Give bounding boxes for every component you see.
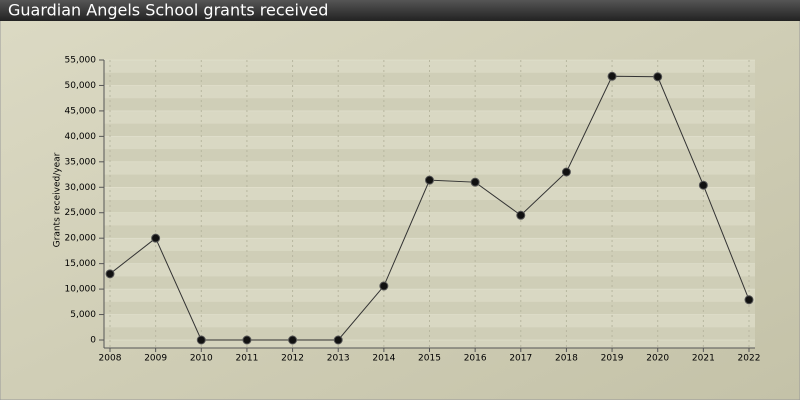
point	[333, 335, 343, 345]
band	[104, 98, 755, 111]
y-tick-label: 40,000	[65, 132, 97, 142]
x-tick-label: 2017	[509, 354, 532, 364]
x-tick-label: 2020	[646, 354, 669, 364]
point	[561, 167, 571, 177]
y-tick-label: 20,000	[65, 234, 97, 244]
point	[698, 180, 708, 190]
y-tick-label: 0	[90, 336, 96, 346]
x-tick-label: 2012	[281, 354, 304, 364]
x-tick-label: 2009	[144, 354, 167, 364]
y-tick-label: 30,000	[65, 183, 97, 193]
point	[151, 233, 161, 243]
band	[104, 110, 755, 124]
y-tick-label: 5,000	[70, 310, 96, 320]
y-tick-label: 10,000	[65, 285, 97, 295]
y-tick-label: 45,000	[65, 106, 97, 116]
y-axis-label: Grants received/year	[53, 152, 63, 247]
band	[104, 238, 755, 251]
y-tick-label: 25,000	[65, 208, 97, 218]
x-tick-label: 2015	[418, 354, 441, 364]
plot	[104, 60, 755, 348]
x-tick-label: 2013	[327, 354, 350, 364]
point	[516, 210, 526, 220]
x-tick-label: 2019	[601, 354, 624, 364]
point	[196, 335, 206, 345]
point	[379, 281, 389, 291]
point	[425, 175, 434, 185]
x-tick-label: 2018	[555, 354, 578, 364]
band	[104, 72, 755, 86]
band	[104, 250, 755, 264]
point	[744, 295, 754, 305]
x-tick-label: 2008	[99, 354, 122, 364]
y-tick-label: 15,000	[65, 259, 97, 269]
band	[104, 276, 755, 290]
x-tick-label: 2014	[372, 354, 395, 364]
band	[104, 161, 755, 175]
band	[104, 136, 755, 150]
x-tick-label: 2021	[692, 354, 715, 364]
band	[104, 301, 755, 315]
x-tick-label: 2011	[235, 354, 258, 364]
point	[288, 335, 298, 345]
point	[105, 269, 115, 279]
point	[653, 72, 663, 82]
y-tick-label: 50,000	[65, 81, 97, 91]
band	[104, 212, 755, 226]
point	[470, 177, 480, 187]
point	[607, 71, 617, 81]
point	[242, 335, 252, 345]
x-tick-label: 2022	[738, 354, 761, 364]
x-tick-label: 2016	[464, 354, 487, 364]
band	[104, 327, 755, 340]
x-tick-label: 2010	[190, 354, 213, 364]
y-tick-label: 55,000	[65, 56, 97, 66]
chart-title: Guardian Angels School grants received	[8, 1, 328, 20]
y-tick-label: 35,000	[65, 157, 97, 167]
title-bar	[0, 0, 800, 21]
band	[104, 187, 755, 200]
